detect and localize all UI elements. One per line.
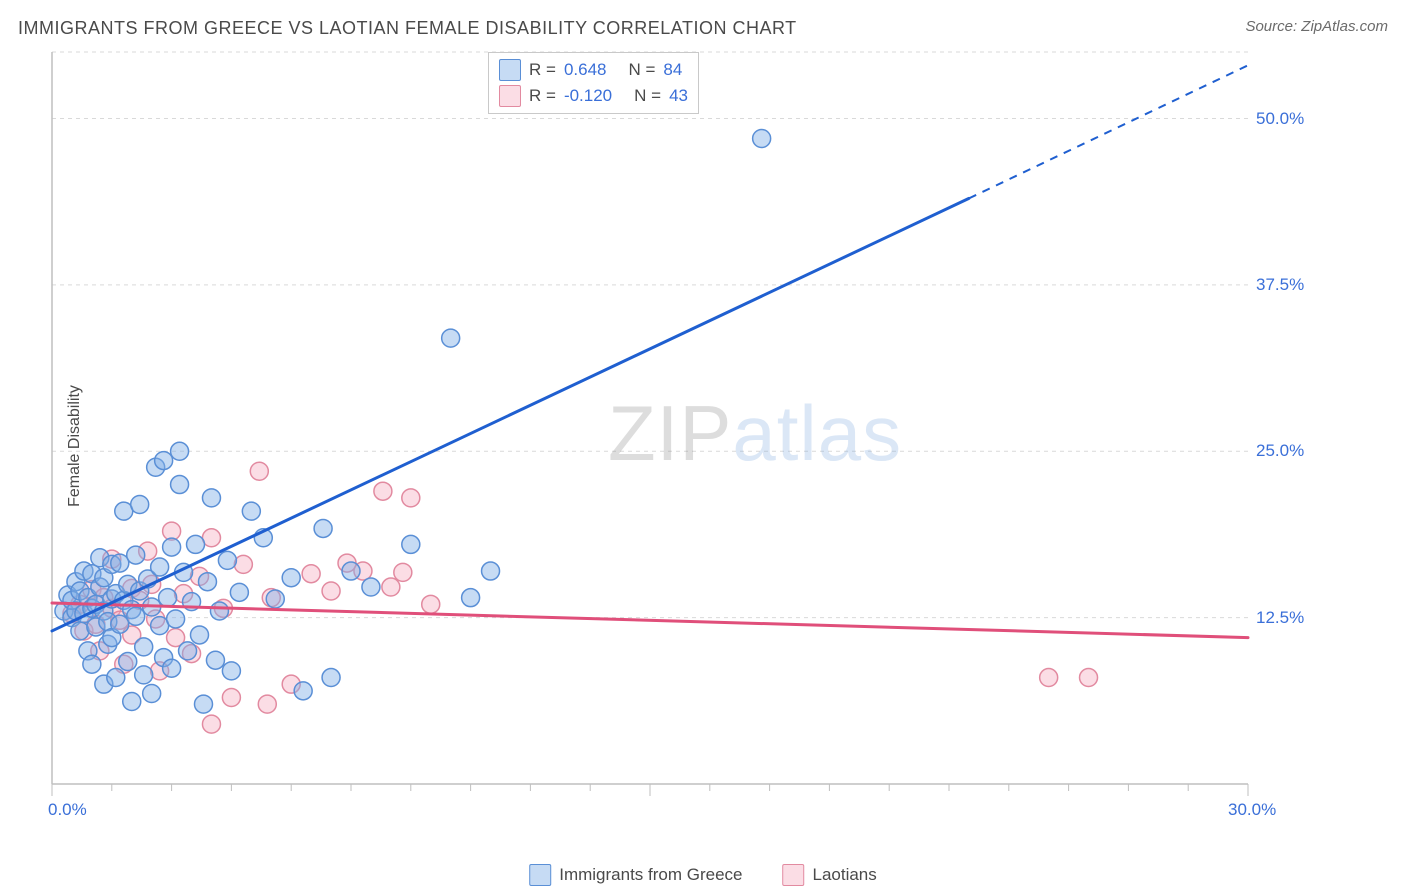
r-value-greece: 0.648 — [564, 57, 607, 83]
legend-item-laotians: Laotians — [782, 864, 876, 886]
y-tick-label: 25.0% — [1256, 441, 1304, 461]
legend-label-greece: Immigrants from Greece — [559, 865, 742, 885]
chart-svg — [48, 48, 1328, 818]
x-tick-label: 0.0% — [48, 800, 87, 820]
series-legend: Immigrants from Greece Laotians — [529, 864, 877, 886]
correlation-legend: R = 0.648 N = 84 R = -0.120 N = 43 — [488, 52, 699, 114]
source-label: Source: ZipAtlas.com — [1245, 18, 1388, 35]
legend-row-laotians: R = -0.120 N = 43 — [499, 83, 688, 109]
n-label: N = — [628, 57, 655, 83]
x-tick-label: 30.0% — [1228, 800, 1276, 820]
n-value-greece: 84 — [663, 57, 682, 83]
chart-title: IMMIGRANTS FROM GREECE VS LAOTIAN FEMALE… — [18, 18, 797, 39]
y-tick-label: 37.5% — [1256, 275, 1304, 295]
swatch-greece — [499, 59, 521, 81]
plot-area: ZIPatlas R = 0.648 N = 84 R = -0.120 N =… — [48, 48, 1328, 818]
n-value-laotians: 43 — [669, 83, 688, 109]
swatch-laotians — [499, 85, 521, 107]
r-value-laotians: -0.120 — [564, 83, 612, 109]
legend-label-laotians: Laotians — [812, 865, 876, 885]
swatch-greece — [529, 864, 551, 886]
r-label: R = — [529, 83, 556, 109]
legend-row-greece: R = 0.648 N = 84 — [499, 57, 688, 83]
swatch-laotians — [782, 864, 804, 886]
y-tick-label: 12.5% — [1256, 608, 1304, 628]
legend-item-greece: Immigrants from Greece — [529, 864, 742, 886]
n-label: N = — [634, 83, 661, 109]
r-label: R = — [529, 57, 556, 83]
y-tick-label: 50.0% — [1256, 109, 1304, 129]
